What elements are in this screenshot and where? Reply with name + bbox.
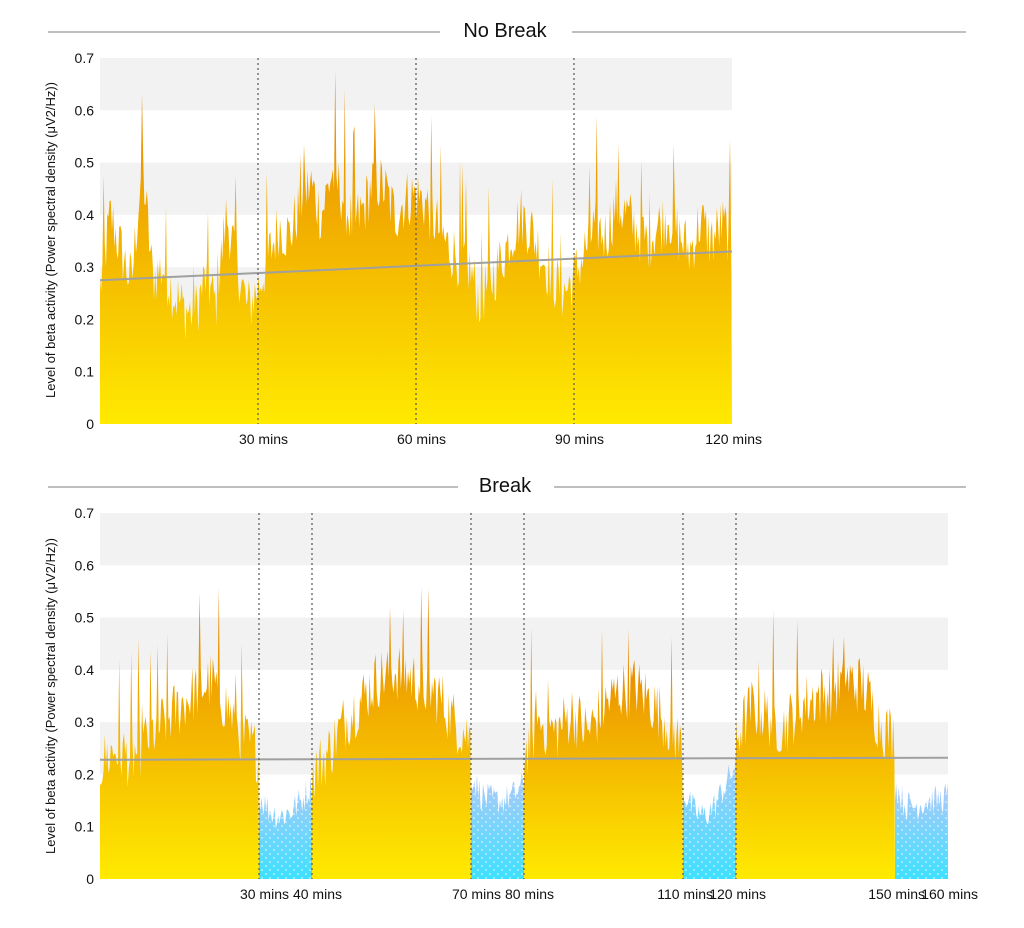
break-dot-texture <box>471 772 524 879</box>
y-tick-label: 0 <box>86 416 94 432</box>
y-tick-label: 0.2 <box>75 311 95 327</box>
area-series <box>100 586 948 879</box>
trend-line-segment <box>99 250 733 282</box>
active-series-area <box>100 587 259 879</box>
x-tick-label: 120 mins <box>709 886 766 902</box>
interval-dividers <box>257 58 575 424</box>
x-tick-label: 160 mins <box>921 886 978 902</box>
y-tick-label: 0.1 <box>75 819 95 835</box>
y-axis-label: Level of beta activity (Power spectral d… <box>43 538 58 854</box>
chart-title: Break <box>479 475 532 497</box>
trend-line <box>99 250 733 282</box>
x-tick-label: 30 mins <box>240 886 289 902</box>
x-tick-label: 30 mins <box>239 431 288 447</box>
break-dot-texture <box>683 749 736 879</box>
y-tick-label: 0.2 <box>75 766 95 782</box>
x-tick-label: 90 mins <box>555 431 604 447</box>
x-tick-label: 70 mins <box>452 886 501 902</box>
chart-break: Break 0 0.1 0.2 0.3 0.4 0.5 0.6 0.7 30 mins 40 m… <box>43 475 978 902</box>
y-tick-label: 0.5 <box>75 155 95 171</box>
y-axis-ticks: 0 0.1 0.2 0.3 0.4 0.5 0.6 0.7 <box>75 505 95 887</box>
x-tick-label: 110 mins <box>657 886 713 902</box>
y-tick-label: 0.3 <box>75 714 95 730</box>
y-tick-label: 0.7 <box>75 505 95 521</box>
y-tick-label: 0.4 <box>75 207 95 223</box>
y-tick-label: 0.1 <box>75 364 95 380</box>
y-axis-label: Level of beta activity (Power spectral d… <box>43 82 58 398</box>
chart-no-break: No Break 0 0.1 0.2 0.3 0.4 0.5 0.6 0.7 30 mins 6… <box>43 20 966 447</box>
x-axis-ticks: 30 mins 40 mins 70 mins 80 mins 110 mins120 … <box>240 886 978 902</box>
interval-dividers <box>258 513 737 879</box>
x-tick-label: 150 mins <box>868 886 925 902</box>
chart-title: No Break <box>463 20 547 42</box>
area-series <box>100 70 732 424</box>
active-series-area <box>312 586 471 879</box>
x-tick-label: 80 mins <box>505 886 554 902</box>
break-dot-texture <box>895 782 948 879</box>
y-tick-label: 0.6 <box>75 102 95 118</box>
x-tick-label: 40 mins <box>293 886 342 902</box>
y-tick-label: 0.5 <box>75 610 95 626</box>
y-tick-label: 0.7 <box>75 50 95 66</box>
y-tick-label: 0.4 <box>75 662 95 678</box>
y-tick-label: 0.3 <box>75 259 95 275</box>
break-dot-texture <box>259 775 312 879</box>
x-axis-ticks: 30 mins 60 mins 90 mins 120 mins <box>239 431 762 447</box>
active-series-area <box>100 70 732 424</box>
active-series-area <box>524 627 683 879</box>
x-tick-label: 120 mins <box>705 431 762 447</box>
active-series-area <box>736 609 895 879</box>
y-tick-label: 0.6 <box>75 557 95 573</box>
y-tick-label: 0 <box>86 871 94 887</box>
x-tick-label: 60 mins <box>397 431 446 447</box>
y-axis-ticks: 0 0.1 0.2 0.3 0.4 0.5 0.6 0.7 <box>75 50 95 432</box>
